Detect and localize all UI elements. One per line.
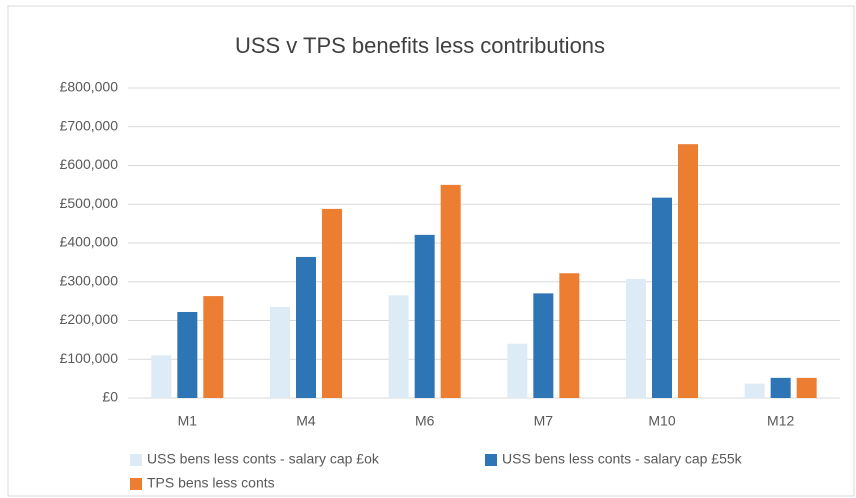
x-tick-label: M7 (534, 413, 554, 429)
bar (322, 208, 342, 398)
bar (296, 256, 316, 398)
bar (203, 296, 224, 398)
y-tick-label: £300,000 (60, 272, 119, 288)
chart-title: USS v TPS benefits less contributions (235, 33, 605, 58)
bar (440, 184, 461, 398)
bar (626, 279, 646, 398)
bar (414, 234, 435, 398)
bar (270, 306, 290, 398)
bar (652, 197, 672, 398)
bar (770, 377, 791, 398)
legend-label: USS bens less conts - salary cap £55k (502, 451, 743, 467)
bar (744, 383, 765, 398)
x-tick-label: M12 (767, 413, 794, 429)
bar (507, 343, 528, 398)
bar (533, 293, 554, 398)
x-tick-label: M4 (296, 413, 316, 429)
legend-label: TPS bens less conts (147, 475, 275, 491)
legend-label: USS bens less conts - salary cap £ok (147, 451, 380, 467)
legend-swatch (130, 478, 142, 490)
bar (151, 355, 172, 398)
y-tick-label: £500,000 (60, 195, 119, 211)
legend-swatch (485, 454, 497, 466)
bar (388, 295, 409, 398)
y-tick-label: £800,000 (60, 79, 119, 95)
y-tick-label: £0 (102, 389, 118, 405)
x-tick-label: M10 (648, 413, 675, 429)
x-tick-label: M1 (178, 413, 198, 429)
y-tick-label: £400,000 (60, 234, 119, 250)
x-tick-label: M6 (415, 413, 435, 429)
y-tick-label: £600,000 (60, 156, 119, 172)
legend-swatch (130, 454, 142, 466)
y-tick-label: £200,000 (60, 311, 119, 327)
y-tick-label: £100,000 (60, 350, 119, 366)
bar (559, 273, 580, 398)
bar (678, 144, 698, 398)
y-tick-label: £700,000 (60, 117, 119, 133)
bar (796, 377, 817, 398)
bar (177, 311, 198, 398)
